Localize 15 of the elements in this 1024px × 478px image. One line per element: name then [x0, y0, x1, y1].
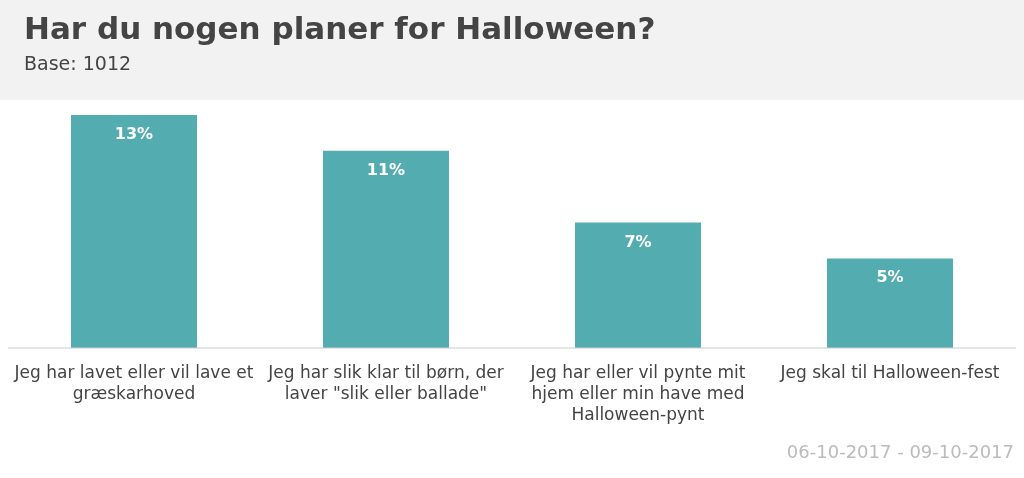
x-tick-label: Jeg har lavet eller vil lave et græskarhoved	[13, 362, 254, 403]
data-label: 11%	[366, 159, 406, 179]
chart-title: Har du nogen planer for Halloween?	[24, 10, 657, 46]
x-tick-label: Jeg skal til Halloween-fest	[779, 362, 1000, 382]
bar	[827, 258, 953, 348]
text: 06-10-2017 - 09-10-2017	[786, 441, 1014, 462]
data-label: 5%	[876, 267, 904, 287]
bar	[575, 222, 701, 348]
x-tick-label: Jeg har slik klar til børn, der laver "slik eller ballade"	[267, 362, 504, 403]
data-label: 7%	[624, 231, 652, 251]
x-tick-label: Jeg har eller vil pynte mit hjem eller min have med Halloween-pynt	[529, 362, 746, 424]
chart-subtitle: Base: 1012	[24, 52, 133, 74]
bar	[323, 150, 449, 348]
bar	[71, 115, 197, 348]
data-label: 13%	[114, 124, 154, 143]
